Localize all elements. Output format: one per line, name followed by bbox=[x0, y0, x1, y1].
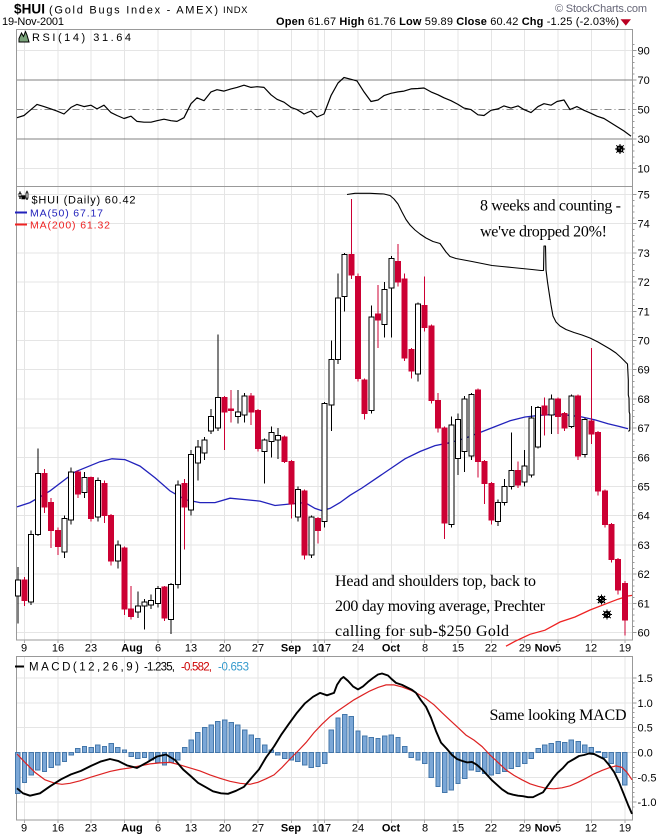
svg-text:24: 24 bbox=[352, 823, 364, 835]
svg-text:70: 70 bbox=[638, 75, 650, 87]
svg-text:9: 9 bbox=[21, 823, 27, 835]
svg-text:19: 19 bbox=[619, 823, 631, 835]
svg-text:63: 63 bbox=[638, 540, 650, 552]
svg-text:Open 61.67 High 61.76 Low 59.8: Open 61.67 High 61.76 Low 59.89 Close 60… bbox=[276, 16, 619, 28]
svg-text:we've dropped 20%!: we've dropped 20%! bbox=[480, 224, 607, 241]
svg-text:Aug: Aug bbox=[121, 823, 142, 835]
svg-text:calling for sub-$250 Gold: calling for sub-$250 Gold bbox=[335, 623, 509, 640]
svg-text:10: 10 bbox=[312, 643, 324, 655]
svg-text:19-Nov-2001: 19-Nov-2001 bbox=[2, 16, 64, 28]
svg-text:8: 8 bbox=[422, 643, 428, 655]
svg-text:29: 29 bbox=[519, 823, 531, 835]
svg-text:8 weeks and counting -: 8 weeks and counting - bbox=[480, 198, 621, 215]
svg-text:Nov: Nov bbox=[535, 823, 557, 835]
svg-text:22: 22 bbox=[485, 823, 497, 835]
svg-text:12: 12 bbox=[585, 643, 597, 655]
svg-text:15: 15 bbox=[452, 643, 464, 655]
svg-text:74: 74 bbox=[638, 219, 650, 231]
svg-text:0.5: 0.5 bbox=[638, 723, 653, 735]
svg-text:5: 5 bbox=[555, 823, 561, 835]
svg-text:17: 17 bbox=[319, 643, 331, 655]
svg-text:RSI(14) 31.64: RSI(14) 31.64 bbox=[32, 32, 131, 44]
svg-text:62: 62 bbox=[638, 569, 650, 581]
svg-text:-0.5: -0.5 bbox=[638, 772, 657, 784]
svg-text:6: 6 bbox=[155, 823, 161, 835]
svg-text:27: 27 bbox=[252, 643, 264, 655]
svg-text:MA(50) 67.17: MA(50) 67.17 bbox=[30, 208, 103, 220]
svg-text:(Gold Bugs Index - AMEX): (Gold Bugs Index - AMEX) bbox=[49, 5, 218, 17]
svg-text:66: 66 bbox=[638, 452, 650, 464]
svg-text:10: 10 bbox=[638, 164, 650, 176]
svg-text:$HUI (Daily) 60.42: $HUI (Daily) 60.42 bbox=[32, 195, 136, 207]
svg-text:20: 20 bbox=[219, 823, 231, 835]
svg-text:61: 61 bbox=[638, 598, 650, 610]
svg-text:60: 60 bbox=[638, 628, 650, 640]
svg-text:200 day moving average, Precht: 200 day moving average, Prechter bbox=[335, 598, 546, 615]
svg-text:6: 6 bbox=[155, 643, 161, 655]
svg-text:65: 65 bbox=[638, 482, 650, 494]
svg-text:1.0: 1.0 bbox=[638, 698, 653, 710]
svg-text:Sep: Sep bbox=[281, 643, 301, 655]
svg-text:30: 30 bbox=[638, 134, 650, 146]
svg-text:5: 5 bbox=[555, 643, 561, 655]
svg-text:70: 70 bbox=[638, 336, 650, 348]
svg-text:10: 10 bbox=[312, 823, 324, 835]
svg-text:23: 23 bbox=[85, 643, 97, 655]
svg-text:$HUI: $HUI bbox=[14, 2, 45, 17]
svg-text:22: 22 bbox=[485, 643, 497, 655]
svg-text:MA(200) 61.32: MA(200) 61.32 bbox=[30, 220, 110, 232]
svg-text:73: 73 bbox=[638, 248, 650, 260]
svg-text:68: 68 bbox=[638, 394, 650, 406]
svg-text:Head and shoulders top, back t: Head and shoulders top, back to bbox=[335, 573, 536, 590]
svg-text:20: 20 bbox=[219, 643, 231, 655]
svg-text:8: 8 bbox=[422, 823, 428, 835]
svg-text:INDX: INDX bbox=[223, 5, 248, 16]
svg-text:Oct: Oct bbox=[382, 643, 401, 655]
svg-text:75: 75 bbox=[638, 190, 650, 202]
svg-text:71: 71 bbox=[638, 306, 650, 318]
svg-text:27: 27 bbox=[252, 823, 264, 835]
svg-text:69: 69 bbox=[638, 365, 650, 377]
svg-text:1.5: 1.5 bbox=[638, 673, 653, 685]
svg-text:16: 16 bbox=[52, 643, 64, 655]
svg-text:23: 23 bbox=[85, 823, 97, 835]
svg-text:-1.0: -1.0 bbox=[638, 797, 657, 809]
svg-text:16: 16 bbox=[52, 823, 64, 835]
svg-text:Nov: Nov bbox=[535, 643, 557, 655]
svg-text:24: 24 bbox=[352, 643, 364, 655]
svg-text:MACD(12,26,9)-1.235,-0.582,-0.: MACD(12,26,9) -1.235, -0.582, -0.653 bbox=[29, 662, 249, 674]
svg-text:19: 19 bbox=[619, 643, 631, 655]
svg-text:50: 50 bbox=[638, 105, 650, 117]
svg-text:13: 13 bbox=[185, 643, 197, 655]
svg-text:Same looking MACD: Same looking MACD bbox=[490, 707, 627, 724]
svg-text:67: 67 bbox=[638, 423, 650, 435]
svg-text:29: 29 bbox=[519, 643, 531, 655]
svg-text:Aug: Aug bbox=[121, 643, 142, 655]
svg-text:64: 64 bbox=[638, 511, 650, 523]
svg-text:Oct: Oct bbox=[382, 823, 401, 835]
svg-text:0.0: 0.0 bbox=[638, 748, 653, 760]
svg-text:9: 9 bbox=[21, 643, 27, 655]
svg-text:Sep: Sep bbox=[281, 823, 301, 835]
svg-text:90: 90 bbox=[638, 46, 650, 58]
svg-text:© StockCharts.com: © StockCharts.com bbox=[555, 3, 647, 15]
svg-text:17: 17 bbox=[319, 823, 331, 835]
svg-text:13: 13 bbox=[185, 823, 197, 835]
svg-text:15: 15 bbox=[452, 823, 464, 835]
svg-text:12: 12 bbox=[585, 823, 597, 835]
svg-text:72: 72 bbox=[638, 277, 650, 289]
